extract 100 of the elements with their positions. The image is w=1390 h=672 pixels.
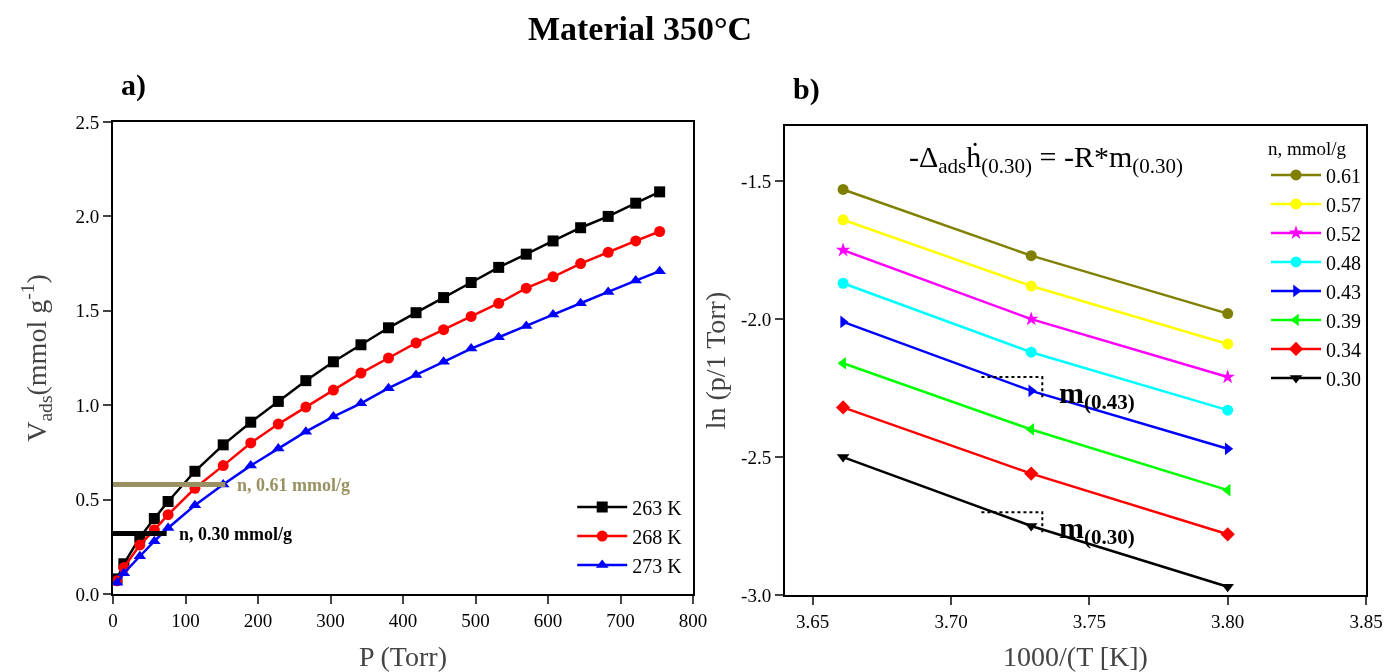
point	[1224, 442, 1234, 456]
point	[438, 292, 450, 304]
legend-label: 0.57	[1326, 193, 1361, 216]
point	[188, 499, 202, 509]
point	[520, 282, 532, 294]
point	[162, 495, 174, 507]
point	[837, 277, 849, 289]
point	[602, 210, 614, 222]
legend-label: 0.61	[1326, 164, 1361, 187]
point	[383, 352, 394, 364]
point	[410, 307, 422, 319]
y-tick-label: -2.0	[741, 308, 772, 330]
point	[837, 214, 849, 226]
legend-label: 0.43	[1326, 280, 1361, 303]
point	[465, 276, 477, 288]
legend-label: 263 K	[632, 496, 683, 519]
point	[1025, 346, 1037, 358]
point	[602, 246, 614, 258]
y-tick-label: -2.5	[741, 446, 772, 468]
point	[837, 183, 849, 195]
point	[493, 297, 505, 309]
x-tick-label: 0	[108, 609, 118, 631]
point	[134, 539, 146, 551]
point	[835, 400, 851, 415]
x-tick-label: 800	[678, 609, 708, 631]
x-tick-label: 100	[171, 609, 200, 631]
series-label: n, 0.30 mmol/g	[179, 524, 293, 544]
point	[465, 310, 477, 322]
point	[327, 356, 339, 368]
point	[654, 186, 666, 198]
point	[300, 375, 312, 387]
point	[520, 248, 532, 260]
y-tick-label: 0.0	[75, 583, 100, 605]
annotation: -Δ$_{ads}$ḣ$_{(0.30)}$ = -R*m$_{(0.30)}$	[909, 140, 1184, 179]
y-tick-label: 1.5	[75, 300, 100, 322]
point	[1024, 466, 1039, 481]
point	[1025, 280, 1037, 292]
point	[300, 401, 312, 413]
point	[438, 324, 450, 336]
point	[189, 465, 201, 477]
point	[245, 416, 257, 428]
legend-label: 0.34	[1326, 338, 1361, 361]
legend-label: 0.39	[1326, 309, 1361, 332]
legend-label: 273 K	[632, 554, 683, 577]
point	[217, 439, 229, 451]
point	[1220, 527, 1235, 542]
x-tick-label: 3.85	[1349, 610, 1383, 632]
text: a)	[121, 68, 146, 102]
point	[630, 197, 642, 209]
point	[355, 367, 367, 379]
y-tick-label: 1.0	[75, 394, 100, 416]
legend-label: 0.30	[1326, 367, 1361, 390]
x-tick-label: 3.75	[1072, 610, 1106, 632]
x-tick-label: 600	[533, 609, 563, 631]
point	[354, 397, 368, 407]
point	[272, 418, 284, 430]
point	[148, 512, 160, 524]
point	[272, 395, 284, 407]
point	[245, 437, 257, 449]
point	[575, 222, 587, 234]
point	[575, 258, 587, 270]
point	[383, 322, 394, 334]
point	[1222, 308, 1234, 320]
x-tick-label: 300	[316, 609, 345, 631]
point	[1221, 583, 1235, 593]
point	[327, 384, 339, 396]
point	[493, 261, 505, 273]
point	[162, 509, 174, 521]
point	[630, 235, 642, 247]
y-tick-label: -1.5	[741, 170, 772, 192]
text: b)	[793, 72, 820, 106]
x-axis-title: 1000/(T [K])	[1003, 641, 1148, 672]
legend-label: 268 K	[632, 525, 683, 548]
point	[1025, 250, 1037, 262]
legend-label: 0.52	[1326, 222, 1361, 245]
x-tick-label: 3.70	[934, 610, 968, 632]
y-tick-label: 0.5	[75, 489, 100, 511]
legend-label: 0.48	[1326, 251, 1361, 274]
point	[547, 235, 559, 247]
point	[1222, 404, 1234, 416]
annotation: m$_{(0.43)}$	[1059, 376, 1135, 415]
y-tick-label: 2.0	[75, 206, 100, 228]
point	[1023, 311, 1039, 326]
y-tick-label: -3.0	[741, 584, 772, 606]
x-tick-label: 3.80	[1211, 610, 1245, 632]
legend-title: n, mmol/g	[1268, 138, 1347, 160]
x-tick-label: 700	[606, 609, 635, 631]
y-axis-title: ln (p/1 Torr)	[700, 291, 731, 430]
point	[654, 226, 666, 237]
series-label: n, 0.61 mmol/g	[237, 475, 351, 495]
x-tick-label: 3.65	[796, 610, 830, 632]
x-tick-label: 400	[388, 609, 418, 631]
chart-title: Material 350°C	[526, 10, 754, 48]
x-tick-label: 200	[243, 609, 273, 631]
x-tick-label: 500	[461, 609, 490, 631]
point	[355, 339, 367, 351]
point	[547, 271, 559, 283]
point	[1220, 369, 1235, 384]
x-axis-title: P (Torr)	[359, 641, 447, 672]
point	[835, 242, 851, 257]
